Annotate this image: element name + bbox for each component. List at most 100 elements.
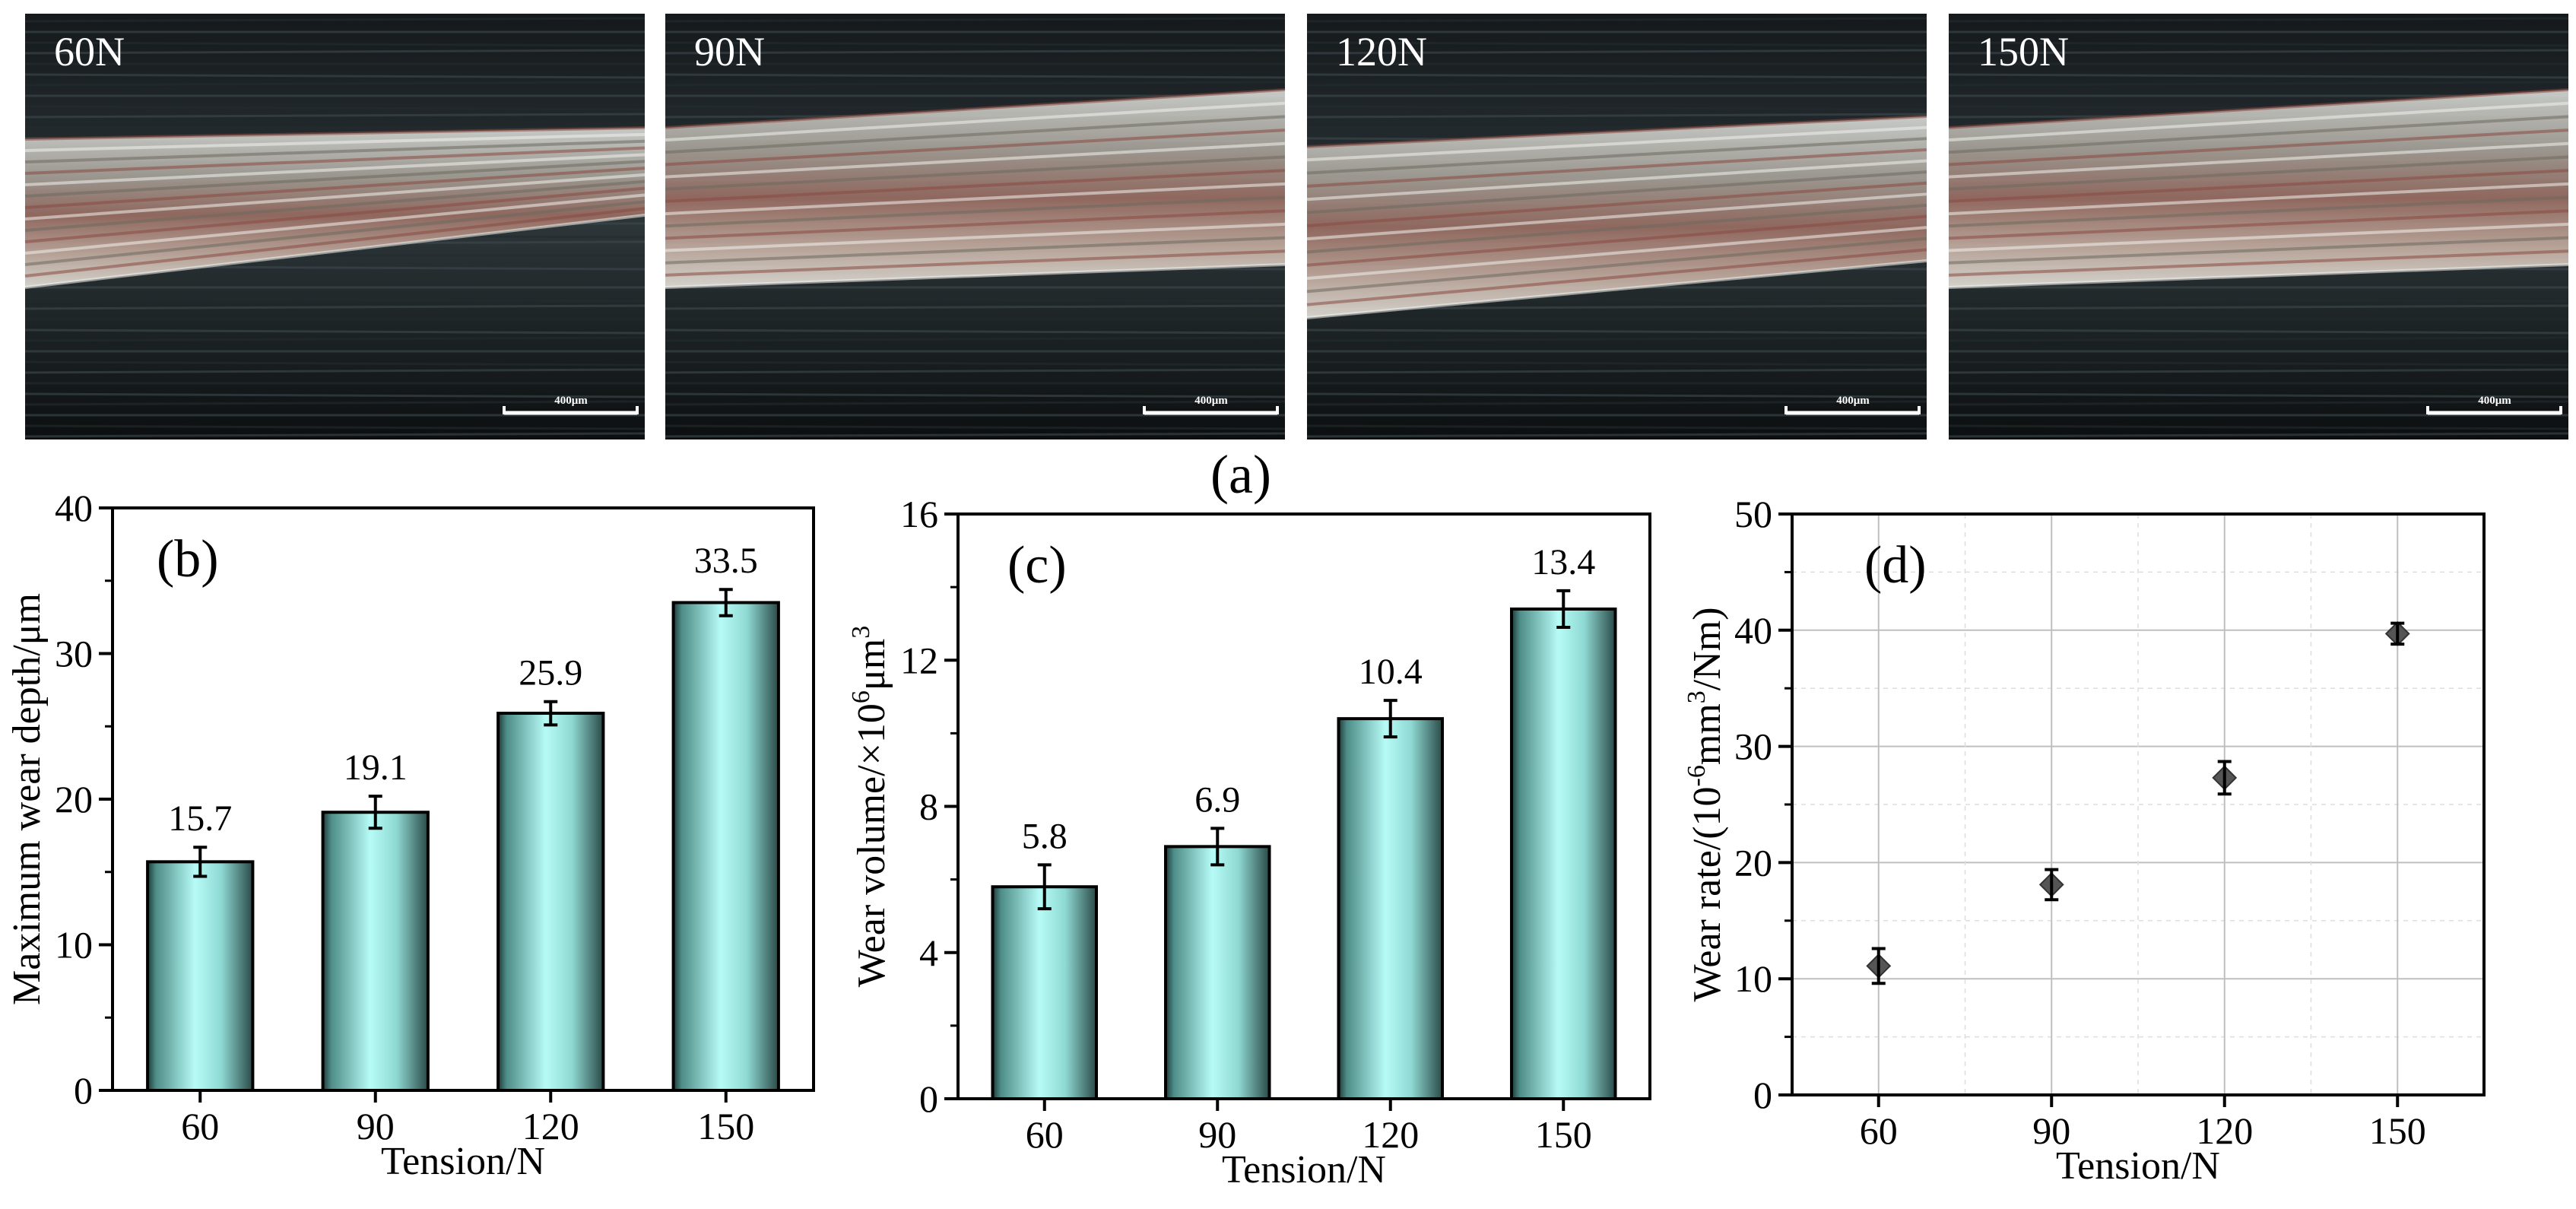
y-tick-label: 40 [1734, 609, 1772, 652]
wear-scratch [24, 132, 646, 152]
bar [991, 885, 1098, 1101]
micrograph-texture-line [24, 424, 646, 430]
micrograph-texture-line [665, 328, 1286, 335]
y-tick-label: 30 [1734, 725, 1772, 768]
y-axis-title-part: mm [1686, 703, 1729, 765]
wear-scratch [1306, 236, 1927, 294]
micrograph-texture-line [24, 360, 646, 367]
bar [1510, 607, 1617, 1100]
bar [1164, 845, 1271, 1101]
micrograph-texture-line [24, 328, 646, 335]
wear-scratch [1306, 159, 1927, 202]
micrograph-texture-line [1306, 392, 1927, 398]
x-tick-label: 60 [1860, 1109, 1898, 1152]
micrograph-texture-line [1948, 400, 2569, 406]
wear-scratch [1306, 214, 1927, 267]
micrograph-texture-line [1306, 400, 1927, 406]
wear-scratch [24, 207, 646, 278]
micrograph-texture-line [1948, 336, 2569, 342]
micrograph-texture-line [1306, 41, 1927, 47]
wear-scratch [665, 101, 1286, 142]
micrograph-texture-line [24, 392, 646, 398]
wear-scratch [1948, 129, 2569, 167]
bar [1337, 717, 1444, 1101]
micrograph-texture-line [24, 368, 646, 374]
wear-scratch [1948, 88, 2569, 129]
wear-scratch [1306, 137, 1927, 175]
micrograph-texture-line [24, 49, 646, 55]
wear-scratch [1948, 101, 2569, 142]
caption-a: (a) [1210, 444, 1271, 505]
bar-value-label: 5.8 [1022, 816, 1068, 856]
micrograph-texture-line [24, 336, 646, 342]
bar-value-label: 13.4 [1531, 542, 1595, 582]
y-axis-title-part: /Nm) [1686, 607, 1729, 690]
y-axis-title: Wear volume/×106μm3 [847, 626, 893, 987]
micrograph-texture-line [665, 432, 1286, 438]
wear-scratch [1948, 141, 2569, 179]
wear-scratch [1948, 263, 2569, 289]
wear-scratch [665, 141, 1286, 179]
wear-scratch [1948, 209, 2569, 240]
micrograph-texture-line [1306, 360, 1927, 367]
x-tick-label: 90 [1198, 1113, 1236, 1156]
micrograph-texture-line [1306, 336, 1927, 342]
wear-scratch [1306, 125, 1927, 162]
wear-scratch [1948, 115, 2569, 154]
bar [321, 811, 430, 1092]
micrograph-texture-line [1948, 297, 2569, 303]
y-tick-label: 50 [1734, 493, 1772, 535]
x-axis-title: Tension/N [381, 1140, 545, 1183]
micrograph-texture-line [1948, 304, 2569, 310]
wear-scratch [1948, 155, 2569, 191]
panel-letter: (d) [1864, 536, 1927, 595]
micrograph-texture-line [665, 400, 1286, 406]
y-tick-label: 10 [1734, 957, 1772, 1000]
wear-scratch [1306, 181, 1927, 227]
micrograph-row: 60N 400μm 90N 400μm 120N 400μm 150N 400μm [24, 14, 2569, 439]
wear-scratch [1948, 236, 2569, 265]
micrograph-texture-line [1948, 41, 2569, 47]
micrograph-texture-line [24, 113, 646, 119]
wear-scratch [24, 160, 646, 198]
x-tick-label: 120 [2196, 1109, 2253, 1152]
y-axis-title-part: Wear rate/(10 [1686, 786, 1729, 1001]
y-tick-label: 20 [55, 778, 93, 820]
micrograph-texture-line [1948, 360, 2569, 367]
micrograph-texture-line [665, 392, 1286, 398]
wear-scratch [665, 263, 1286, 289]
micrograph-label: 120N [1336, 29, 1427, 75]
micrograph-texture-line [665, 41, 1286, 47]
x-axis-title: Tension/N [1222, 1148, 1386, 1192]
wear-scratch [1306, 226, 1927, 281]
micrograph-label: 150N [1978, 29, 2069, 75]
micrograph-60N: 60N 400μm [24, 14, 646, 439]
wear-scratch [665, 155, 1286, 191]
y-tick-label: 20 [1734, 841, 1772, 884]
micrograph-150N: 150N 400μm [1948, 14, 2569, 439]
y-tick-label: 30 [55, 633, 93, 675]
bar-value-label: 6.9 [1194, 779, 1240, 820]
chart-c-wear-volume: 0 4 8 12 16 60 90 120 150 Tension/N Wear volume/×1… [847, 493, 1651, 1192]
micrograph-texture-line [1306, 424, 1927, 430]
micrograph-texture-line [1948, 73, 2569, 79]
micrograph-texture-line [24, 297, 646, 303]
bar-value-label: 25.9 [519, 653, 582, 693]
wear-scratch [1306, 203, 1927, 254]
bar-value-label: 33.5 [694, 541, 758, 581]
micrograph-texture-line [1948, 424, 2569, 430]
wear-scratch [1306, 148, 1927, 188]
wear-scratch [24, 126, 646, 141]
micrograph-texture-line [665, 304, 1286, 310]
wear-scratch [24, 214, 646, 289]
micrograph-texture-line [24, 432, 646, 438]
scale-bar-label: 400μm [554, 395, 588, 407]
micrograph-texture-line [24, 81, 646, 87]
x-tick-label: 120 [522, 1105, 579, 1147]
micrograph-label: 60N [54, 29, 125, 75]
y-tick-label: 8 [919, 785, 938, 828]
micrograph-texture-line [665, 360, 1286, 367]
y-axis-title-part: μm [850, 639, 893, 690]
x-tick-label: 90 [2032, 1109, 2070, 1152]
wear-scratch [24, 146, 646, 175]
